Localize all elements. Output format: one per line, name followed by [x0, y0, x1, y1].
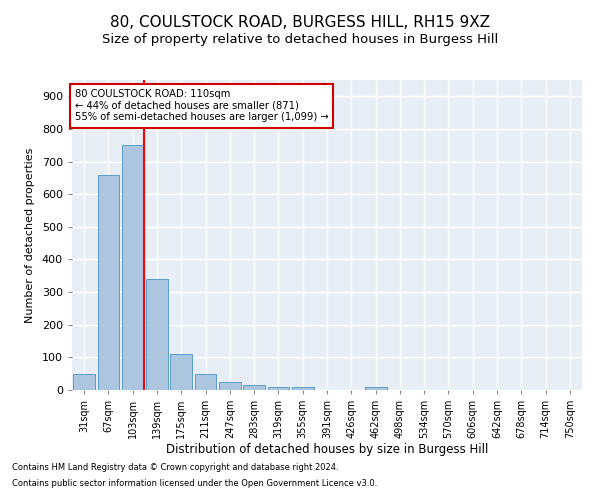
Bar — [219, 382, 241, 390]
Bar — [365, 388, 386, 390]
Text: 80 COULSTOCK ROAD: 110sqm
← 44% of detached houses are smaller (871)
55% of semi: 80 COULSTOCK ROAD: 110sqm ← 44% of detac… — [74, 90, 328, 122]
Bar — [268, 386, 289, 390]
Text: 80, COULSTOCK ROAD, BURGESS HILL, RH15 9XZ: 80, COULSTOCK ROAD, BURGESS HILL, RH15 9… — [110, 15, 490, 30]
Text: Size of property relative to detached houses in Burgess Hill: Size of property relative to detached ho… — [102, 32, 498, 46]
Y-axis label: Number of detached properties: Number of detached properties — [25, 148, 35, 322]
Bar — [73, 374, 95, 390]
Bar — [194, 374, 217, 390]
Bar — [122, 146, 143, 390]
Bar — [97, 174, 119, 390]
Bar — [146, 279, 168, 390]
Text: Contains HM Land Registry data © Crown copyright and database right 2024.: Contains HM Land Registry data © Crown c… — [12, 464, 338, 472]
Text: Distribution of detached houses by size in Burgess Hill: Distribution of detached houses by size … — [166, 442, 488, 456]
Bar — [292, 388, 314, 390]
Bar — [243, 385, 265, 390]
Bar — [170, 354, 192, 390]
Text: Contains public sector information licensed under the Open Government Licence v3: Contains public sector information licen… — [12, 478, 377, 488]
